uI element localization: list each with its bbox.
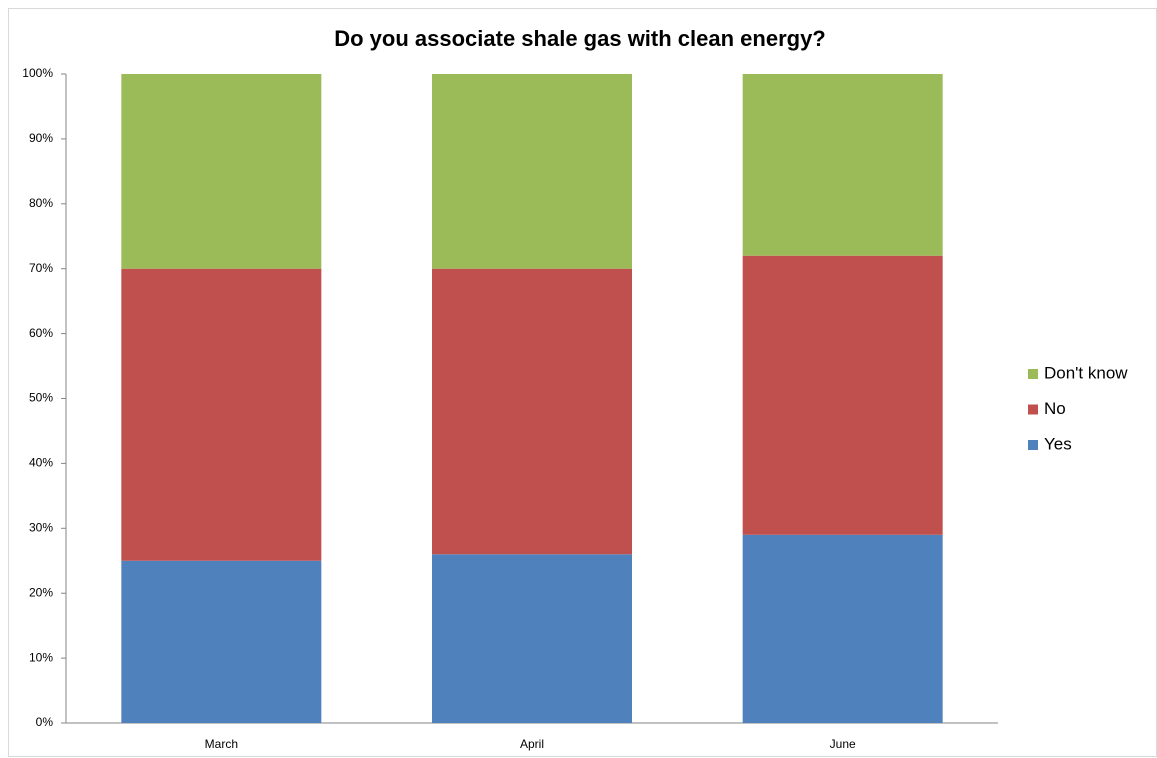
bar-segment <box>121 560 322 723</box>
bar-segment <box>432 74 632 269</box>
y-tick-label: 40% <box>29 456 53 470</box>
y-tick-label: 10% <box>29 650 53 664</box>
y-tick-label: 60% <box>29 326 53 340</box>
bar-segment <box>432 268 632 555</box>
y-tick-label: 0% <box>36 715 54 729</box>
y-tick-label: 50% <box>29 391 53 405</box>
bar-segment <box>742 255 943 535</box>
bar-segment <box>742 74 943 256</box>
bar-segment <box>742 534 943 723</box>
y-tick-label: 70% <box>29 261 53 275</box>
y-tick-label: 100% <box>22 66 53 80</box>
y-tick-label: 80% <box>29 196 53 210</box>
x-tick-label: June <box>830 737 856 751</box>
x-tick-label: March <box>205 737 238 751</box>
legend-swatch <box>1028 440 1038 450</box>
legend-swatch <box>1028 369 1038 379</box>
legend-label: Yes <box>1044 434 1072 453</box>
y-tick-label: 30% <box>29 520 53 534</box>
legend-label: No <box>1044 399 1066 418</box>
x-tick-label: April <box>520 737 544 751</box>
bar-segment <box>121 268 322 561</box>
chart-title: Do you associate shale gas with clean en… <box>334 26 826 51</box>
legend-swatch <box>1028 404 1038 415</box>
bar-segment <box>432 554 632 723</box>
bar-segment <box>121 74 322 269</box>
y-tick-label: 20% <box>29 585 53 599</box>
legend-label: Don't know <box>1044 363 1128 382</box>
y-tick-label: 90% <box>29 131 53 145</box>
